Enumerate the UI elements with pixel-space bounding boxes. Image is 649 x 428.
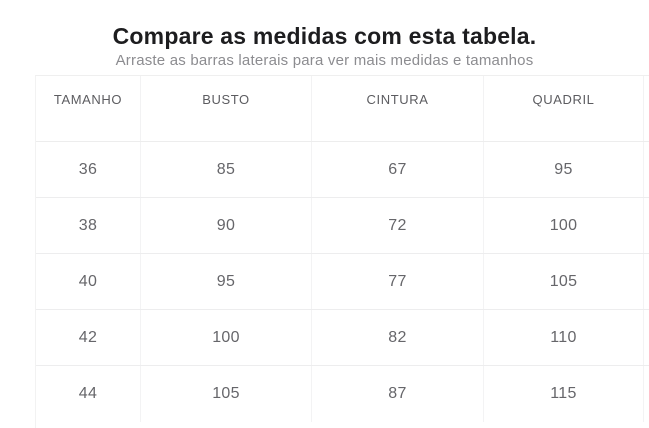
column-header-quadril: QUADRIL [484,76,644,141]
row-cutoff-filler [644,142,649,197]
table-cell-bust: 90 [141,198,312,253]
table-cell-hip: 95 [484,142,644,197]
table-cell-bust: 85 [141,142,312,197]
row-cutoff-filler [644,198,649,253]
table-cell-size: 38 [36,198,141,253]
table-row: 42 100 82 110 [36,310,649,366]
table-row: 40 95 77 105 [36,254,649,310]
table-cell-hip: 110 [484,310,644,365]
table-cell-bust: 95 [141,254,312,309]
table-cell-size: 40 [36,254,141,309]
column-header-cintura: CINTURA [312,76,484,141]
drag-instructions-text: Arraste as barras laterais para ver mais… [115,52,534,69]
header-cutoff-filler [644,76,649,141]
row-cutoff-filler [644,310,649,365]
table-cell-size: 42 [36,310,141,365]
table-cell-bust: 100 [141,310,312,365]
table-cell-waist: 67 [312,142,484,197]
table-cell-size: 36 [36,142,141,197]
table-row: 38 90 72 100 [36,198,649,254]
table-cell-hip: 115 [484,366,644,422]
table-header-row: TAMANHO BUSTO CINTURA QUADRIL [36,76,649,142]
table-cell-size: 44 [36,366,141,422]
page-title: Compare as medidas com esta tabela. [112,23,537,49]
table-row: 44 105 87 115 [36,366,649,422]
table-cell-waist: 82 [312,310,484,365]
table-cell-bust: 105 [141,366,312,422]
table-row: 36 85 67 95 [36,142,649,198]
row-cutoff-filler [644,366,649,422]
column-header-tamanho: TAMANHO [36,76,141,141]
row-cutoff-filler [644,254,649,309]
table-cell-waist: 72 [312,198,484,253]
table-cell-waist: 77 [312,254,484,309]
table-cell-hip: 100 [484,198,644,253]
table-cell-waist: 87 [312,366,484,422]
column-header-busto: BUSTO [141,76,312,141]
table-cell-hip: 105 [484,254,644,309]
size-table[interactable]: TAMANHO BUSTO CINTURA QUADRIL 36 85 67 9… [35,75,649,428]
